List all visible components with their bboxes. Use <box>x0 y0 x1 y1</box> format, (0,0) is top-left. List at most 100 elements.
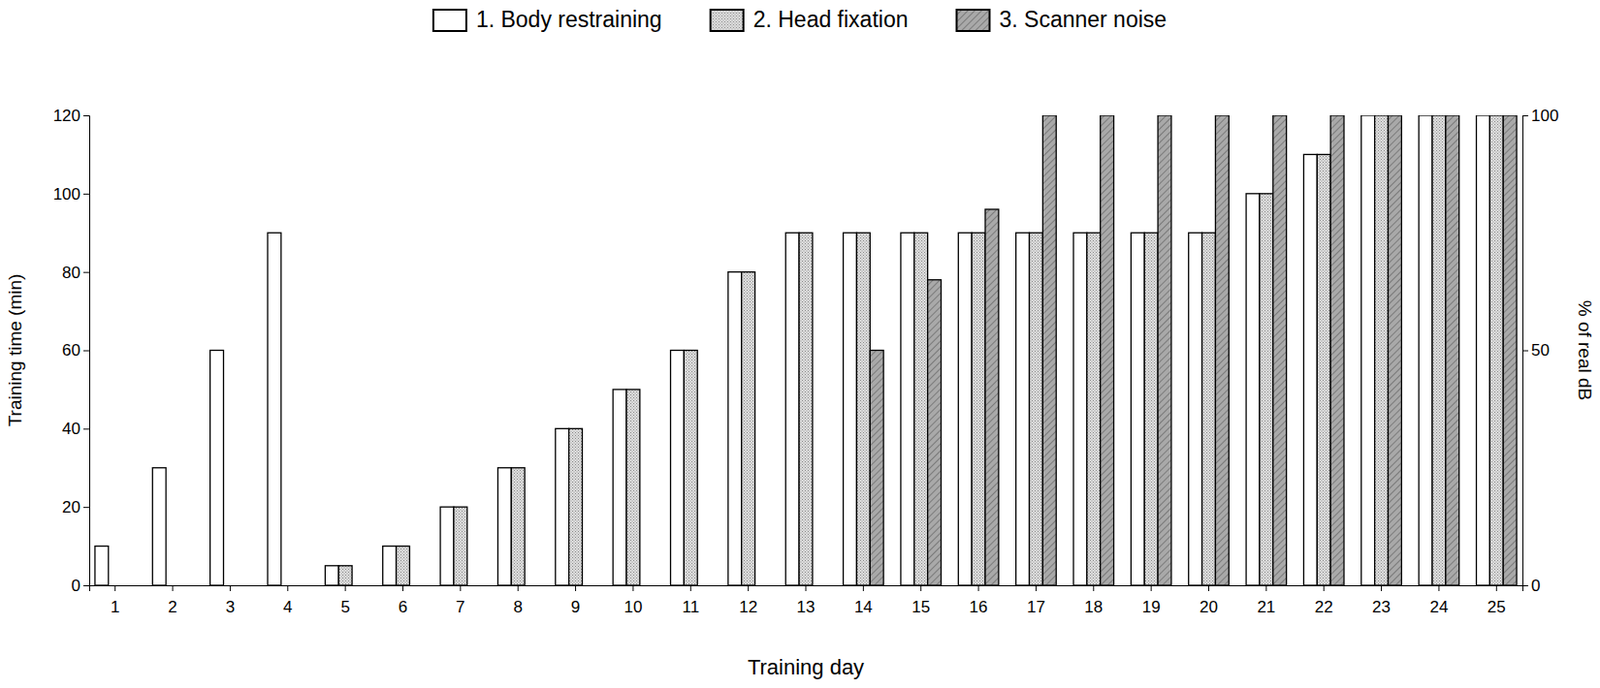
bar <box>1476 115 1491 586</box>
tick-mark <box>690 585 692 592</box>
tick-label: 50 <box>1531 341 1550 360</box>
tick-label: 15 <box>911 598 930 617</box>
bar <box>1016 232 1030 586</box>
tick: 4 <box>283 585 292 617</box>
tick-label: 80 <box>62 263 81 283</box>
tick-label: 17 <box>1026 598 1046 617</box>
tick-label: 19 <box>1142 598 1161 617</box>
legend-swatch <box>956 9 990 32</box>
tick-label: 9 <box>571 598 580 617</box>
bar <box>1029 232 1044 586</box>
tick: 12 <box>738 585 758 617</box>
bar <box>338 566 352 586</box>
tick-label: 6 <box>398 598 408 617</box>
bar <box>555 428 570 586</box>
tick-mark <box>1380 585 1382 592</box>
legend-item: 1. Body restraining <box>433 6 663 32</box>
bar <box>1303 154 1317 586</box>
tick: 3 <box>225 585 235 617</box>
bar <box>267 232 282 586</box>
tick-mark <box>747 585 749 592</box>
tick: 40 <box>62 419 90 439</box>
bar <box>626 389 640 586</box>
tick-mark <box>172 585 174 592</box>
bar <box>900 232 915 586</box>
tick: 17 <box>1026 585 1046 617</box>
y-axis-title: Training time (min) <box>4 274 26 428</box>
tick: 22 <box>1314 585 1334 617</box>
bar <box>1316 154 1331 586</box>
tick-mark <box>83 428 90 430</box>
tick-label: 3 <box>225 598 235 617</box>
bar <box>914 232 928 586</box>
tick-label: 0 <box>1531 576 1540 596</box>
tick: 16 <box>969 585 989 617</box>
bar <box>1432 115 1446 586</box>
bar <box>1330 115 1344 586</box>
tick-mark <box>83 507 90 509</box>
tick-mark <box>1151 585 1152 592</box>
bar <box>1188 232 1203 586</box>
tick-mark <box>229 585 231 592</box>
tick-label: 18 <box>1084 598 1103 617</box>
tick: 23 <box>1372 585 1391 617</box>
bar <box>1246 193 1260 586</box>
bar <box>497 468 512 586</box>
tick: 7 <box>455 585 465 617</box>
tick: 14 <box>854 585 873 617</box>
tick: 21 <box>1256 585 1276 617</box>
tick-mark <box>575 585 576 592</box>
legend-label: 2. Head fixation <box>753 6 909 32</box>
bar <box>1100 115 1115 586</box>
tick-label: 0 <box>71 576 81 596</box>
bar <box>1144 232 1158 586</box>
plot: 0204060801001200501001234567891011121314… <box>53 106 1560 617</box>
bar <box>1273 115 1287 586</box>
bar <box>1387 115 1402 586</box>
tick: 2 <box>167 585 177 617</box>
tick-label: 16 <box>969 598 989 617</box>
tick-label: 120 <box>53 106 81 126</box>
bar <box>511 468 525 586</box>
tick-mark <box>83 351 90 352</box>
tick-mark <box>83 585 90 587</box>
tick-label: 20 <box>1199 598 1218 617</box>
tick-label: 12 <box>738 598 758 617</box>
bar <box>453 507 468 586</box>
bar <box>843 232 858 586</box>
bar <box>928 280 942 586</box>
tick-mark <box>402 585 404 592</box>
legend-label: 3. Scanner noise <box>998 6 1167 32</box>
tick-label: 10 <box>623 598 642 617</box>
tick-mark <box>1438 585 1440 592</box>
tick: 5 <box>340 585 350 617</box>
tick-label: 14 <box>854 598 873 617</box>
tick-label: 11 <box>681 598 700 617</box>
bar <box>1073 232 1088 586</box>
tick-label: 100 <box>53 185 81 204</box>
legend: 1. Body restraining 2. Head fixation 3. Sc… <box>433 6 1167 32</box>
axis-line <box>90 586 1524 593</box>
bar <box>1503 115 1517 586</box>
tick-mark <box>920 585 922 592</box>
tick-mark <box>1522 351 1529 352</box>
bar <box>1445 115 1460 586</box>
tick: 11 <box>681 585 700 617</box>
tick-label: 60 <box>62 341 81 360</box>
tick: 25 <box>1487 585 1506 617</box>
tick-label: 40 <box>62 419 81 439</box>
tick: 8 <box>512 585 522 617</box>
tick-mark <box>1323 585 1325 592</box>
tick: 80 <box>62 263 90 283</box>
tick: 20 <box>1199 585 1218 617</box>
bar <box>1259 193 1274 586</box>
bar <box>1418 115 1433 586</box>
tick: 24 <box>1429 585 1448 617</box>
tick-mark <box>114 585 116 592</box>
tick-label: 22 <box>1314 598 1334 617</box>
chart: 0204060801001200501001234567891011121314… <box>0 0 1600 688</box>
tick: 100 <box>1522 106 1559 126</box>
tick: 10 <box>623 585 642 617</box>
legend-label: 1. Body restraining <box>476 6 663 32</box>
tick: 120 <box>53 106 90 126</box>
